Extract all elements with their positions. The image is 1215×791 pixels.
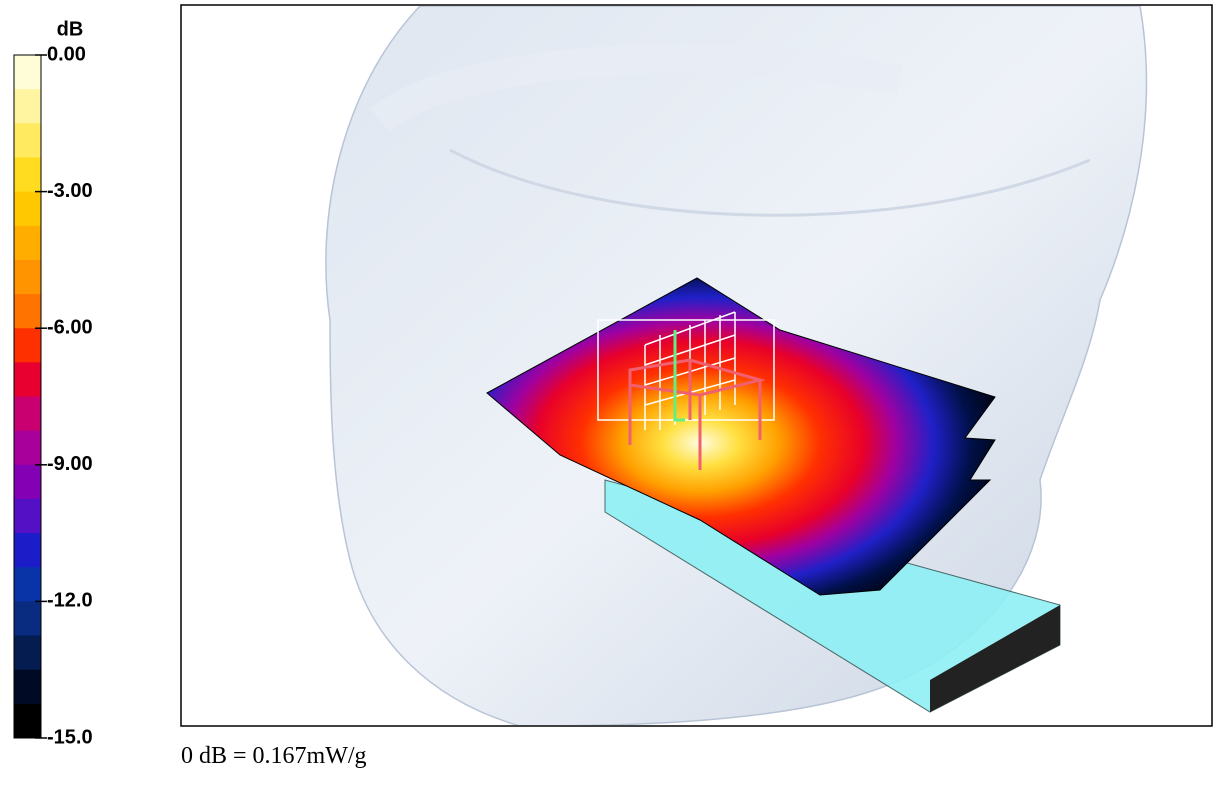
colorbar-unit: dB <box>57 18 84 40</box>
colorbar-band <box>14 567 41 602</box>
colorbar-band <box>14 259 41 295</box>
view <box>180 4 1213 727</box>
head-contour <box>449 148 1091 217</box>
colorbar-band <box>14 123 41 158</box>
colorbar-band <box>14 635 41 671</box>
colorbar-band <box>14 498 41 534</box>
colorbar-band <box>14 533 41 568</box>
caption: 0 dB = 0.167mW/g <box>181 743 367 769</box>
colorbar-band <box>14 328 41 363</box>
colorbar-band <box>14 362 41 397</box>
colorbar-band <box>14 430 41 466</box>
colorbar-tick-label: -12.0 <box>47 590 93 612</box>
colorbar: dB 0.00 -3.00 -6.00 -9.00 -12.0 -15.0 <box>13 18 93 748</box>
sar-field <box>486 277 996 596</box>
scene <box>325 6 1148 725</box>
colorbar-tick-label: -15.0 <box>47 726 93 748</box>
colorbar-tick-label: -9.00 <box>47 453 93 475</box>
antenna <box>628 358 766 470</box>
colorbar-tick-label: -6.00 <box>47 316 93 338</box>
colorbar-band <box>14 55 41 90</box>
colorbar-tick-label: 0.00 <box>47 43 86 65</box>
head-highlight <box>370 44 903 132</box>
colorbar-band <box>14 669 41 705</box>
colorbar-band <box>14 396 41 432</box>
colorbar-band <box>14 294 41 329</box>
phone-side <box>930 605 1060 712</box>
colorbar-tick-label: -3.00 <box>47 180 93 202</box>
colorbar-band <box>14 191 41 227</box>
colorbar-band <box>14 89 41 124</box>
feed <box>673 330 685 422</box>
colorbar-band <box>14 703 41 739</box>
colorbar-border <box>13 54 42 739</box>
colorbar-band <box>14 157 41 193</box>
colorbar-band <box>14 464 41 500</box>
colorbar-band <box>14 225 41 261</box>
colorbar-band <box>14 601 41 637</box>
